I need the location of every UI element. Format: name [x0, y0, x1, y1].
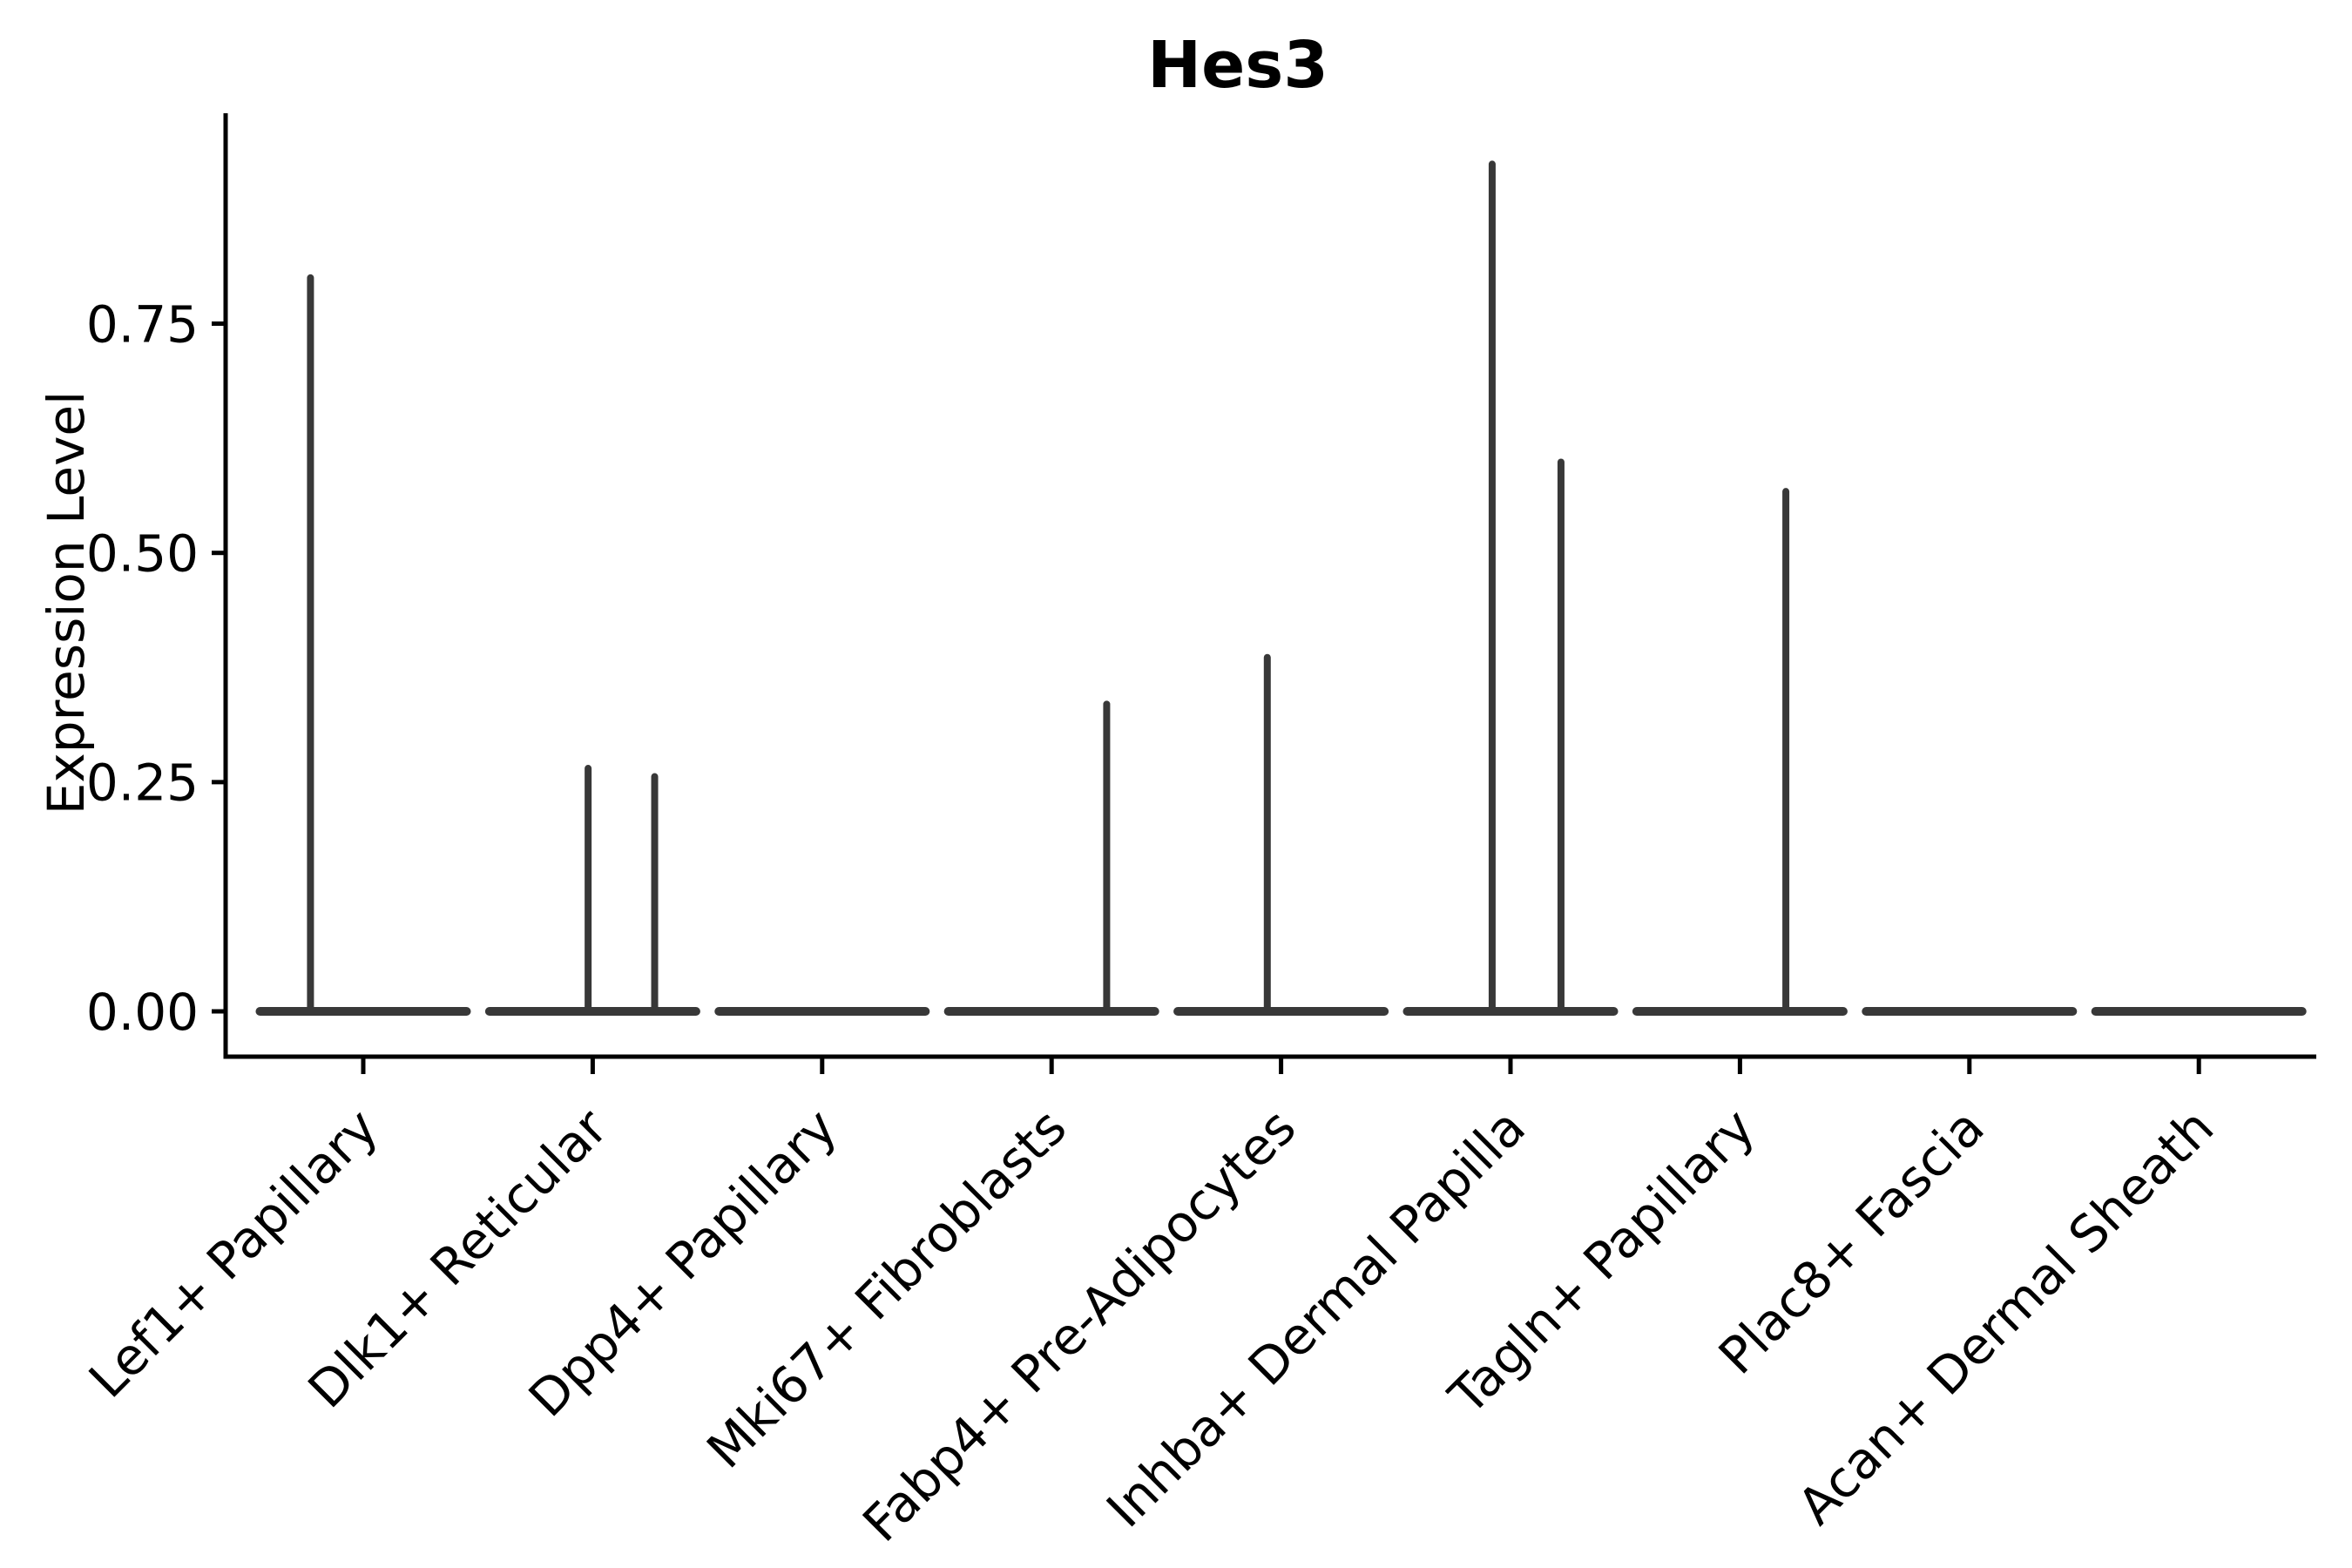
y-tick-label: 0.25 — [86, 754, 199, 813]
x-tick-label: Acan+ Dermal Sheath — [1787, 1098, 2225, 1536]
chart-title: Hes3 — [1147, 28, 1328, 103]
violins-layer — [255, 160, 2307, 1016]
violin — [255, 274, 471, 1016]
y-tick-label: 0.00 — [86, 983, 199, 1042]
y-axis-label: Expression Level — [37, 391, 96, 814]
violin — [1632, 488, 1848, 1016]
y-tick-label: 0.75 — [86, 294, 199, 354]
x-tick-label: Inhba+ Dermal Papilla — [1095, 1098, 1537, 1539]
violin — [1402, 160, 1619, 1016]
y-axis-ticks: 0.00 0.25 0.50 0.75 — [86, 294, 226, 1042]
violin — [943, 700, 1159, 1016]
violin — [484, 765, 700, 1016]
x-tick-label: Fabp4+ Pre-Adipocytes — [851, 1098, 1307, 1553]
violin — [1173, 653, 1389, 1016]
y-tick-label: 0.50 — [86, 524, 199, 584]
